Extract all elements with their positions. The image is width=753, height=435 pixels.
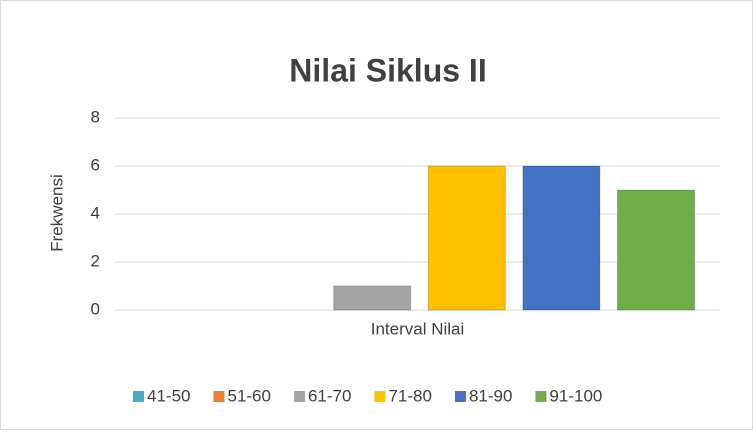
legend-label: 91-100 (549, 386, 602, 405)
legend-swatch (213, 391, 225, 402)
y-tick-label: 0 (91, 299, 100, 318)
legend-swatch (454, 391, 466, 402)
bar (427, 165, 506, 311)
legend-swatch (535, 391, 547, 402)
y-tick-label: 4 (91, 203, 100, 222)
legend-swatch (374, 391, 386, 402)
bar (522, 165, 601, 311)
legend-label: 81-90 (469, 386, 512, 405)
bar (617, 189, 695, 311)
legend-swatch (133, 391, 144, 402)
legend-swatch (293, 391, 305, 402)
chart-title: Nilai Siklus II (289, 52, 486, 88)
y-tick-label: 8 (91, 107, 100, 126)
y-tick-label: 6 (91, 155, 100, 174)
x-tick-label: Interval Nilai (371, 319, 465, 338)
legend-label: 51-60 (227, 386, 270, 405)
y-axis-label: Frekwensi (47, 174, 66, 251)
legend-label: 41-50 (147, 386, 190, 405)
legend-label: 71-80 (388, 386, 431, 405)
bar (333, 285, 412, 311)
y-tick-label: 2 (91, 251, 100, 270)
legend-label: 61-70 (308, 386, 351, 405)
